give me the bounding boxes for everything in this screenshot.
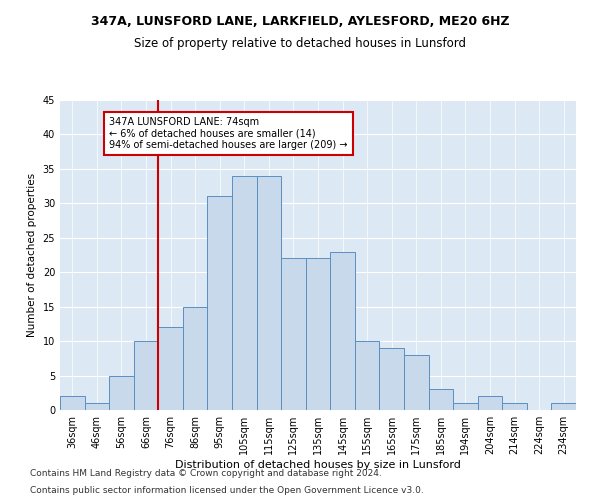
Bar xyxy=(404,355,428,410)
Bar xyxy=(134,341,158,410)
Y-axis label: Number of detached properties: Number of detached properties xyxy=(27,173,37,337)
Bar xyxy=(306,258,330,410)
X-axis label: Distribution of detached houses by size in Lunsford: Distribution of detached houses by size … xyxy=(175,460,461,470)
Text: Contains HM Land Registry data © Crown copyright and database right 2024.: Contains HM Land Registry data © Crown c… xyxy=(30,468,382,477)
Bar xyxy=(428,390,453,410)
Bar xyxy=(257,176,281,410)
Text: Contains public sector information licensed under the Open Government Licence v3: Contains public sector information licen… xyxy=(30,486,424,495)
Bar xyxy=(109,376,134,410)
Bar xyxy=(453,403,478,410)
Bar xyxy=(355,341,379,410)
Bar xyxy=(232,176,257,410)
Bar xyxy=(330,252,355,410)
Text: 347A, LUNSFORD LANE, LARKFIELD, AYLESFORD, ME20 6HZ: 347A, LUNSFORD LANE, LARKFIELD, AYLESFOR… xyxy=(91,15,509,28)
Bar xyxy=(502,403,527,410)
Bar xyxy=(478,396,502,410)
Text: 347A LUNSFORD LANE: 74sqm
← 6% of detached houses are smaller (14)
94% of semi-d: 347A LUNSFORD LANE: 74sqm ← 6% of detach… xyxy=(109,117,347,150)
Bar xyxy=(60,396,85,410)
Bar xyxy=(208,196,232,410)
Bar xyxy=(85,403,109,410)
Bar xyxy=(379,348,404,410)
Bar xyxy=(158,328,183,410)
Bar xyxy=(281,258,306,410)
Bar xyxy=(551,403,576,410)
Bar xyxy=(183,306,208,410)
Text: Size of property relative to detached houses in Lunsford: Size of property relative to detached ho… xyxy=(134,38,466,51)
